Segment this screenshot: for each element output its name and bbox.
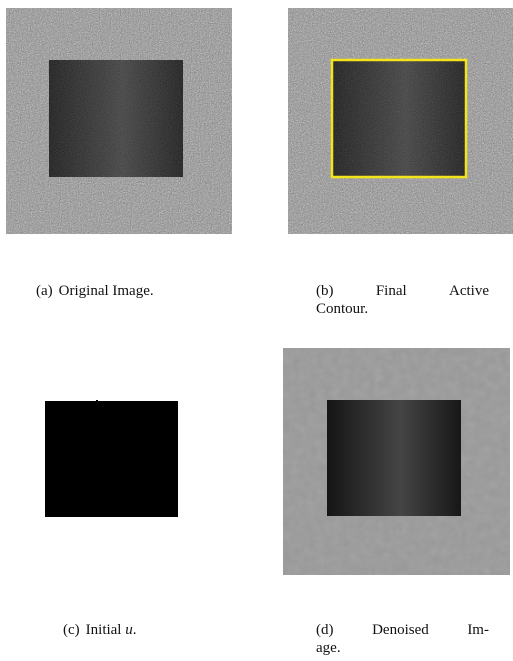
active-contour [330,58,468,179]
caption-a: (a) Original Image. [36,282,236,300]
caption-d: (d) Denoised Im- age. [316,621,489,657]
caption-c-suffix: . [132,622,137,638]
caption-c-text: Initial [85,622,122,638]
panel-c-image [6,360,232,586]
caption-d-word1: Denoised [372,622,429,638]
panel-c-svg [6,360,232,586]
caption-c-tag: (c) [63,622,80,638]
caption-b-tag: (b) [316,283,334,299]
caption-d-line2: age. [316,640,341,656]
denoised-square [327,400,461,516]
caption-a-tag: (a) [36,283,53,299]
caption-b-line2: Contour. [316,301,369,317]
caption-d-tag: (d) [316,622,334,638]
caption-c-math: u [125,622,133,638]
panel-a-image [6,8,232,234]
caption-d-word2: Im- [467,622,489,638]
panel-b-svg [288,8,513,234]
initial-u-square [45,401,178,517]
panel-a-svg [6,8,232,234]
panel-b-image [288,8,513,234]
caption-b-word1: Final [375,283,407,299]
panel-d-image [283,348,510,575]
caption-b: (b) Final Active Contour. [316,282,489,318]
panel-d-svg [283,348,510,575]
caption-c: (c) Initial u. [63,621,233,639]
caption-b-word2: Active [449,283,489,299]
caption-a-text: Original Image. [58,283,154,299]
